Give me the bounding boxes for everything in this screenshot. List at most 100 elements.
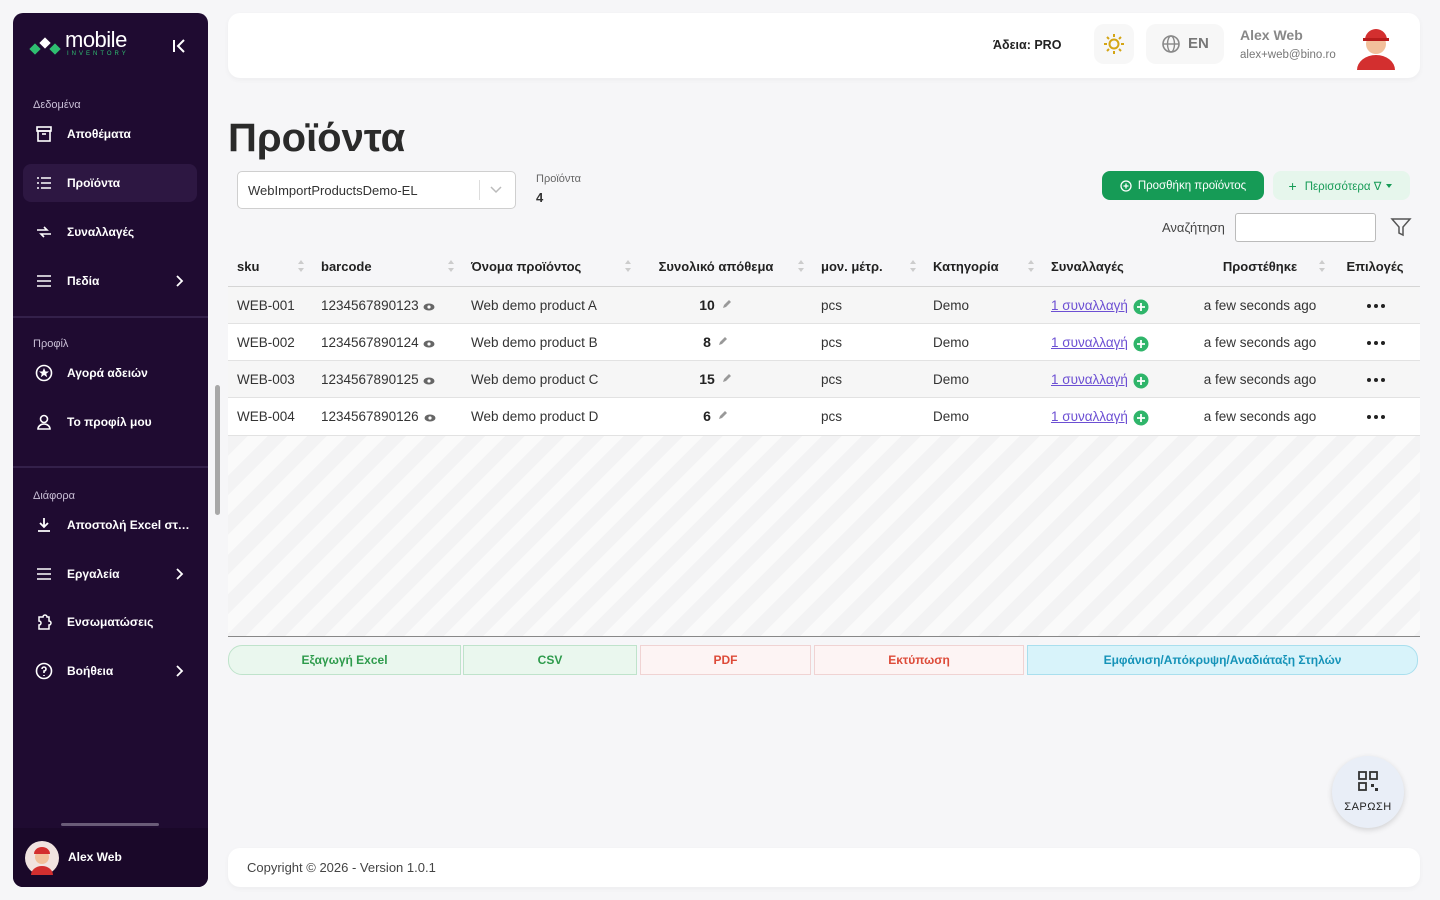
user-name: Alex Web xyxy=(68,850,122,864)
options-icon[interactable] xyxy=(1366,377,1386,383)
nav-label: Αγορά αδειών xyxy=(67,366,148,380)
filter-button[interactable] xyxy=(1390,216,1412,238)
column-header[interactable]: Όνομα προϊόντος xyxy=(471,259,582,274)
transactions-link[interactable]: 1 συναλλαγή xyxy=(1051,335,1128,350)
edit-icon xyxy=(722,374,731,382)
nav-item[interactable]: Αποστολή Excel στο email xyxy=(23,506,197,544)
user-area[interactable]: Alex Web xyxy=(13,828,208,887)
cell-text: a few seconds ago xyxy=(1203,335,1317,350)
header-border xyxy=(228,286,1420,287)
globe-icon xyxy=(1162,35,1180,53)
stock-value: 15 xyxy=(640,371,792,387)
scrollbar xyxy=(215,385,220,515)
section-title: Δεδομένα xyxy=(33,99,81,111)
nav-label: Εργαλεία xyxy=(67,567,120,581)
options-icon[interactable] xyxy=(1366,414,1386,420)
transactions-link[interactable]: 1 συναλλαγή xyxy=(1051,372,1128,387)
chevron-right xyxy=(176,665,184,677)
add-transaction-icon xyxy=(1133,299,1149,315)
divider xyxy=(13,466,208,468)
avatar xyxy=(25,841,59,875)
options-icon[interactable] xyxy=(1366,340,1386,346)
qr-icon xyxy=(1358,771,1378,791)
column-header[interactable]: Συνολικό απόθεμα xyxy=(658,259,774,274)
column-header[interactable]: Κατηγορία xyxy=(933,259,999,274)
sort-icon xyxy=(298,260,304,272)
language: EN xyxy=(1188,35,1209,52)
export-button[interactable]: Εξαγωγή Excel xyxy=(228,645,461,675)
cell-text: a few seconds ago xyxy=(1203,409,1317,424)
edit-icon xyxy=(722,300,731,308)
cell-text: Web demo product B xyxy=(471,335,598,350)
nav-item[interactable]: Εργαλεία xyxy=(23,555,197,593)
export-button[interactable]: CSV xyxy=(463,645,637,675)
export-button[interactable]: PDF xyxy=(640,645,811,675)
nav-item[interactable]: Βοήθεια xyxy=(23,652,197,690)
cell-text: Demo xyxy=(933,372,970,387)
nav-item[interactable]: Αγορά αδειών xyxy=(23,354,197,392)
nav-item[interactable]: Προϊόντα xyxy=(23,164,197,202)
theme-toggle[interactable] xyxy=(1094,24,1134,64)
nav-label: Βοήθεια xyxy=(67,664,114,678)
transactions-link[interactable]: 1 συναλλαγή xyxy=(1051,298,1128,313)
column-header[interactable]: μον. μέτρ. xyxy=(821,259,883,274)
nav-icon xyxy=(38,518,50,532)
page-title: Προϊόντα xyxy=(228,116,406,160)
dataset-select[interactable]: WebImportProductsDemo-EL xyxy=(237,171,516,209)
nav-icon xyxy=(37,568,51,580)
section-title: Προφίλ xyxy=(33,338,69,350)
column-header[interactable]: Προστέθηκε xyxy=(1222,259,1298,274)
chevron-right xyxy=(176,568,184,580)
count-value: 4 xyxy=(536,190,544,205)
search-input[interactable] xyxy=(1235,213,1376,242)
nav-item[interactable]: Αποθέματα xyxy=(23,115,197,153)
nav-icon xyxy=(36,126,52,142)
sidebar: mobile INVENTORY Alex Web Δεδομένα Αποθέμ… xyxy=(13,13,208,887)
view-icon xyxy=(423,377,435,385)
stock-value: 6 xyxy=(640,408,792,424)
sort-icon xyxy=(1319,260,1325,272)
column-header[interactable]: Επιλογές xyxy=(1346,259,1404,274)
cell-text: pcs xyxy=(821,372,843,387)
plus-sign: + xyxy=(1288,177,1297,194)
chevron-down xyxy=(490,186,502,194)
language-selector[interactable]: EN xyxy=(1146,24,1224,64)
more-button[interactable]: + Περισσότερα ∇ xyxy=(1273,171,1410,200)
sort-icon xyxy=(910,260,916,272)
chevron-right xyxy=(176,275,184,287)
column-header[interactable]: barcode xyxy=(321,259,372,274)
nav-icon xyxy=(37,177,51,189)
plus-icon xyxy=(1120,179,1132,192)
select-separator xyxy=(479,180,480,200)
export-button[interactable]: Εκτύπωση xyxy=(814,645,1024,675)
dataset-value: WebImportProductsDemo-EL xyxy=(248,183,418,198)
nav-item[interactable]: Ενσωματώσεις xyxy=(23,603,197,641)
add-product-button[interactable]: Προσθήκη προϊόντος xyxy=(1102,171,1264,200)
stock-value: 8 xyxy=(640,334,792,350)
options-icon[interactable] xyxy=(1366,303,1386,309)
scan-button[interactable]: ΣΑΡΩΣΗ xyxy=(1332,756,1404,828)
nav-label: Αποθέματα xyxy=(67,127,131,141)
view-icon xyxy=(423,303,435,311)
nav-icon xyxy=(37,414,51,430)
logo-icon xyxy=(29,37,61,55)
nav-item[interactable]: Συναλλαγές xyxy=(23,213,197,251)
nav-item[interactable]: Το προφίλ μου xyxy=(23,403,197,441)
add-transaction-icon xyxy=(1133,336,1149,352)
export-button[interactable]: Εμφάνιση/Απόκρυψη/Αναδιάταξη Στηλών xyxy=(1027,645,1418,675)
transactions-link[interactable]: 1 συναλλαγή xyxy=(1051,409,1128,424)
section-title: Διάφορα xyxy=(33,490,76,502)
cell-text: Demo xyxy=(933,409,970,424)
user-avatar[interactable] xyxy=(1354,22,1398,70)
logo-subtext: INVENTORY xyxy=(67,51,129,57)
nav-item[interactable]: Πεδία xyxy=(23,262,197,300)
column-header[interactable]: Συναλλαγές xyxy=(1051,259,1124,274)
cell-text: Web demo product D xyxy=(471,409,599,424)
collapse-button[interactable] xyxy=(171,38,187,54)
nav-label: Το προφίλ μου xyxy=(67,415,152,429)
column-header[interactable]: sku xyxy=(237,259,260,274)
cell-text: WEB-001 xyxy=(237,298,295,313)
sort-icon xyxy=(448,260,454,272)
